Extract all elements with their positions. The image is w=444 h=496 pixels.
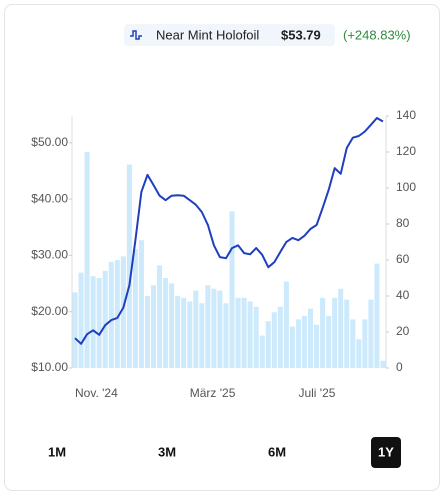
y-tick-label: $20.00	[31, 304, 68, 318]
volume-bar	[132, 249, 138, 368]
volume-bar	[78, 272, 84, 368]
volume-bar	[253, 306, 259, 368]
volume-bar	[175, 296, 181, 368]
volume-bar	[247, 301, 253, 368]
volume-bar	[120, 256, 126, 368]
volume-bar	[181, 297, 187, 368]
card	[4, 4, 440, 491]
legend-price: $53.79	[281, 27, 321, 42]
legend-change: (+248.83%)	[343, 27, 411, 42]
volume-bar	[356, 339, 362, 368]
volume-bar	[108, 261, 114, 368]
volume-bar	[169, 283, 175, 368]
legend-icon	[130, 30, 142, 40]
volume-bar	[217, 290, 223, 368]
x-tick-label: März '25	[190, 386, 236, 400]
volume-bar	[338, 288, 344, 368]
volume-bar	[301, 315, 307, 368]
volume-bar	[326, 315, 332, 368]
range-button-bg	[371, 437, 401, 468]
range-button[interactable]: 1Y	[378, 444, 394, 459]
volume-bar	[90, 276, 96, 368]
y-tick-label: $10.00	[31, 360, 68, 374]
y-tick-label: $30.00	[31, 248, 68, 262]
range-button[interactable]: 1M	[48, 444, 66, 459]
range-button[interactable]: 6M	[268, 444, 286, 459]
y-tick-label: $40.00	[31, 191, 68, 205]
volume-bar	[163, 278, 169, 368]
volume-bar	[199, 303, 205, 368]
volume-bar	[151, 285, 157, 368]
y2-tick-label: 80	[396, 216, 410, 230]
volume-bar	[241, 297, 247, 368]
volume-bar	[138, 240, 144, 368]
volume-bar	[350, 319, 356, 368]
volume-bar	[157, 265, 163, 368]
y2-tick-label: 140	[396, 108, 416, 122]
volume-bar	[259, 335, 265, 368]
volume-bar	[102, 270, 108, 368]
volume-bar	[84, 152, 90, 368]
volume-bar	[193, 290, 199, 368]
volume-bar	[283, 281, 289, 368]
x-tick-label: Juli '25	[298, 386, 335, 400]
volume-bar	[277, 306, 283, 368]
volume-bar	[374, 263, 380, 368]
y2-tick-label: 40	[396, 288, 410, 302]
legend-bg	[124, 24, 335, 46]
volume-bar	[96, 278, 102, 368]
price-line	[74, 117, 384, 345]
volume-bar	[187, 301, 193, 368]
volume-bar	[289, 326, 295, 368]
volume-bar	[320, 297, 326, 368]
volume-bar	[229, 211, 235, 368]
volume-bar	[380, 360, 386, 368]
volume-bar	[144, 296, 150, 368]
y2-tick-label: 0	[396, 360, 403, 374]
volume-bar	[211, 288, 217, 368]
volume-bar	[126, 164, 132, 368]
y2-tick-label: 100	[396, 180, 416, 194]
volume-bar	[314, 324, 320, 368]
volume-bar	[308, 308, 314, 368]
volume-bar	[265, 321, 271, 368]
volume-bar	[271, 312, 277, 368]
volume-bar	[114, 260, 120, 368]
x-tick-label: Nov. '24	[75, 386, 118, 400]
y2-tick-label: 20	[396, 324, 410, 338]
legend-name: Near Mint Holofoil	[156, 27, 259, 42]
volume-bar	[72, 292, 78, 368]
volume-bar	[332, 297, 338, 368]
volume-bar	[362, 319, 368, 368]
volume-bar	[205, 285, 211, 368]
y2-tick-label: 120	[396, 144, 416, 158]
range-button[interactable]: 3M	[158, 444, 176, 459]
y-tick-label: $50.00	[31, 135, 68, 149]
volume-bar	[368, 299, 374, 368]
volume-bar	[235, 297, 241, 368]
volume-bar	[344, 299, 350, 368]
volume-bar	[295, 319, 301, 368]
y2-tick-label: 60	[396, 252, 410, 266]
volume-bar	[223, 303, 229, 368]
